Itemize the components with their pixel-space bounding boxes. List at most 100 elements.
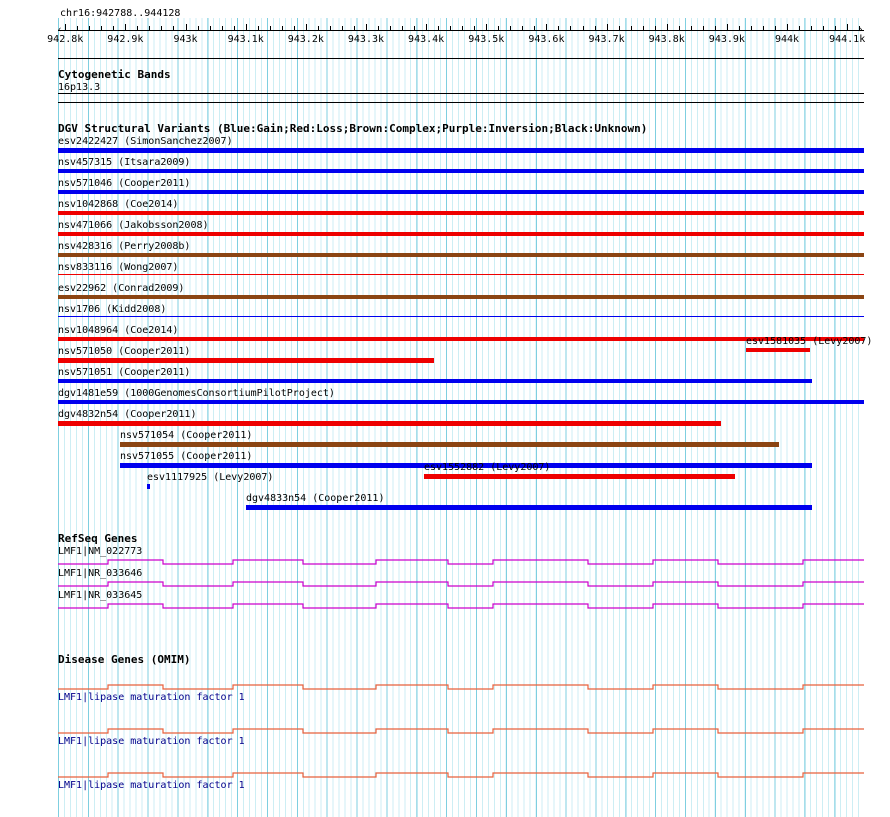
- dgv-variant-label[interactable]: dgv1481e59 (1000GenomesConsortiumPilotPr…: [58, 388, 335, 399]
- ruler-tick-label: 943.4k: [408, 34, 445, 45]
- ruler-minor-tick: [522, 26, 524, 31]
- omim-gene-label[interactable]: LMF1|lipase maturation factor 1: [58, 736, 245, 747]
- section-title-omim: Disease Genes (OMIM): [58, 653, 191, 666]
- dgv-variant-label[interactable]: esv1117925 (Levy2007): [147, 472, 274, 483]
- dgv-variant-label[interactable]: nsv571050 (Cooper2011): [58, 346, 191, 357]
- refseq-gene-label[interactable]: LMF1|NR_033645: [58, 590, 143, 601]
- section-title-refseq: RefSeq Genes: [58, 532, 138, 545]
- ruler-tick-label: 944k: [774, 34, 800, 45]
- dgv-variant-bar[interactable]: [246, 505, 812, 510]
- dgv-variant-bar[interactable]: [58, 232, 864, 236]
- ruler-minor-tick: [823, 26, 825, 31]
- gene-model-glyph[interactable]: [58, 555, 864, 567]
- genome-ruler[interactable]: chr16:942788..944128 942.8k 942.9k 943k 943…: [0, 0, 890, 52]
- ruler-minor-tick: [642, 26, 644, 31]
- ruler-minor-tick: [269, 26, 271, 31]
- dgv-variant-label[interactable]: nsv471066 (Jakobsson2008): [58, 220, 209, 231]
- ruler-minor-tick: [678, 26, 680, 31]
- ruler-major-tick: [847, 24, 849, 31]
- dgv-variant-bar[interactable]: [58, 190, 864, 194]
- dgv-variant-bar[interactable]: [58, 295, 864, 299]
- dgv-variant-bar[interactable]: [58, 169, 864, 173]
- ruler-minor-tick: [438, 26, 440, 31]
- ruler-minor-tick: [534, 26, 536, 31]
- gene-exon-intron-path: [58, 603, 864, 609]
- ruler-minor-tick: [498, 26, 500, 31]
- ruler-minor-tick: [257, 26, 259, 31]
- ruler-major-tick: [185, 24, 187, 31]
- dgv-variant-bar[interactable]: [424, 474, 735, 479]
- dgv-variant-bar[interactable]: [120, 442, 779, 447]
- ruler-minor-tick: [341, 26, 343, 31]
- ruler-minor-tick: [582, 26, 584, 31]
- dgv-variant-bar[interactable]: [58, 274, 864, 275]
- ruler-major-tick: [125, 24, 127, 31]
- section-title-cytoband: Cytogenetic Bands: [58, 68, 171, 81]
- dgv-variant-bar[interactable]: [58, 421, 721, 426]
- omim-gene-label[interactable]: LMF1|lipase maturation factor 1: [58, 780, 245, 791]
- dgv-variant-bar[interactable]: [58, 358, 434, 363]
- ruler-major-tick: [65, 24, 67, 31]
- dgv-variant-label[interactable]: dgv4832n54 (Cooper2011): [58, 409, 197, 420]
- dgv-variant-label[interactable]: esv2422427 (SimonSanchez2007): [58, 136, 233, 147]
- refseq-gene-label[interactable]: LMF1|NR_033646: [58, 568, 143, 579]
- ruler-major-tick: [787, 24, 788, 31]
- dgv-variant-label[interactable]: esv1552882 (Levy2007): [424, 462, 551, 473]
- gene-model-glyph[interactable]: [58, 599, 864, 611]
- ruler-major-tick: [305, 24, 307, 31]
- ruler-major-tick: [666, 24, 668, 31]
- dgv-variant-label[interactable]: nsv833116 (Wong2007): [58, 262, 179, 273]
- dgv-variant-bar[interactable]: [58, 253, 864, 257]
- ruler-minor-tick: [353, 26, 355, 31]
- dgv-variant-bar[interactable]: [58, 337, 864, 341]
- ruler-minor-tick: [414, 26, 416, 31]
- omim-gene-label[interactable]: LMF1|lipase maturation factor 1: [58, 692, 245, 703]
- dgv-variant-bar[interactable]: [58, 400, 864, 404]
- gene-model-glyph[interactable]: [58, 768, 864, 780]
- dgv-variant-bar[interactable]: [746, 348, 810, 352]
- dgv-variant-bar[interactable]: [58, 148, 864, 153]
- ruler-minor-tick: [859, 26, 861, 31]
- gene-model-glyph[interactable]: [58, 680, 864, 692]
- dgv-variant-bar[interactable]: [120, 463, 812, 468]
- ruler-minor-tick: [221, 26, 223, 31]
- dgv-variant-bar[interactable]: [147, 484, 150, 489]
- dgv-variant-bar[interactable]: [58, 379, 812, 383]
- ruler-major-tick: [245, 24, 247, 31]
- ruler-tick-label: 943.8k: [648, 34, 685, 45]
- ruler-minor-tick: [317, 26, 319, 31]
- ruler-tick-label: 943.9k: [708, 34, 745, 45]
- ruler-minor-tick: [233, 26, 235, 31]
- ruler-minor-tick: [161, 26, 163, 31]
- ruler-major-tick: [486, 24, 488, 31]
- dgv-variant-label[interactable]: nsv428316 (Perry2008b): [58, 241, 191, 252]
- dgv-variant-label[interactable]: nsv457315 (Itsara2009): [58, 157, 191, 168]
- dgv-variant-label[interactable]: dgv4833n54 (Cooper2011): [246, 493, 385, 504]
- dgv-variant-label[interactable]: nsv1042868 (Coe2014): [58, 199, 179, 210]
- ruler-tick-label: 943k: [173, 34, 198, 45]
- dgv-variant-label[interactable]: nsv571054 (Cooper2011): [120, 430, 253, 441]
- dgv-variant-label[interactable]: esv22962 (Conrad2009): [58, 283, 185, 294]
- ruler-minor-tick: [77, 26, 79, 31]
- gene-model-glyph[interactable]: [58, 577, 864, 589]
- gene-model-glyph[interactable]: [58, 724, 864, 736]
- dgv-variant-label[interactable]: nsv1706 (Kidd2008): [58, 304, 167, 315]
- dgv-variant-label[interactable]: nsv571055 (Cooper2011): [120, 451, 253, 462]
- dgv-variant-bar[interactable]: [58, 316, 864, 317]
- ruler-minor-tick: [113, 26, 115, 31]
- ruler-minor-tick: [762, 26, 764, 31]
- cytoband-label[interactable]: 16p13.3: [58, 82, 101, 93]
- ruler-background-mask: [58, 0, 864, 18]
- ruler-minor-tick: [702, 26, 704, 31]
- dgv-variant-label[interactable]: nsv1048964 (Coe2014): [58, 325, 179, 336]
- refseq-gene-label[interactable]: LMF1|NM_022773: [58, 546, 143, 557]
- gene-exon-intron-path: [58, 559, 864, 565]
- dgv-variant-label[interactable]: nsv571046 (Cooper2011): [58, 178, 191, 189]
- ruler-minor-tick: [799, 26, 801, 31]
- ruler-minor-tick: [329, 26, 331, 31]
- dgv-variant-label[interactable]: esv1581035 (Levy2007): [746, 336, 873, 347]
- ruler-minor-tick: [510, 26, 512, 31]
- ruler-minor-tick: [630, 26, 632, 31]
- dgv-variant-bar[interactable]: [58, 211, 864, 215]
- dgv-variant-label[interactable]: nsv571051 (Cooper2011): [58, 367, 191, 378]
